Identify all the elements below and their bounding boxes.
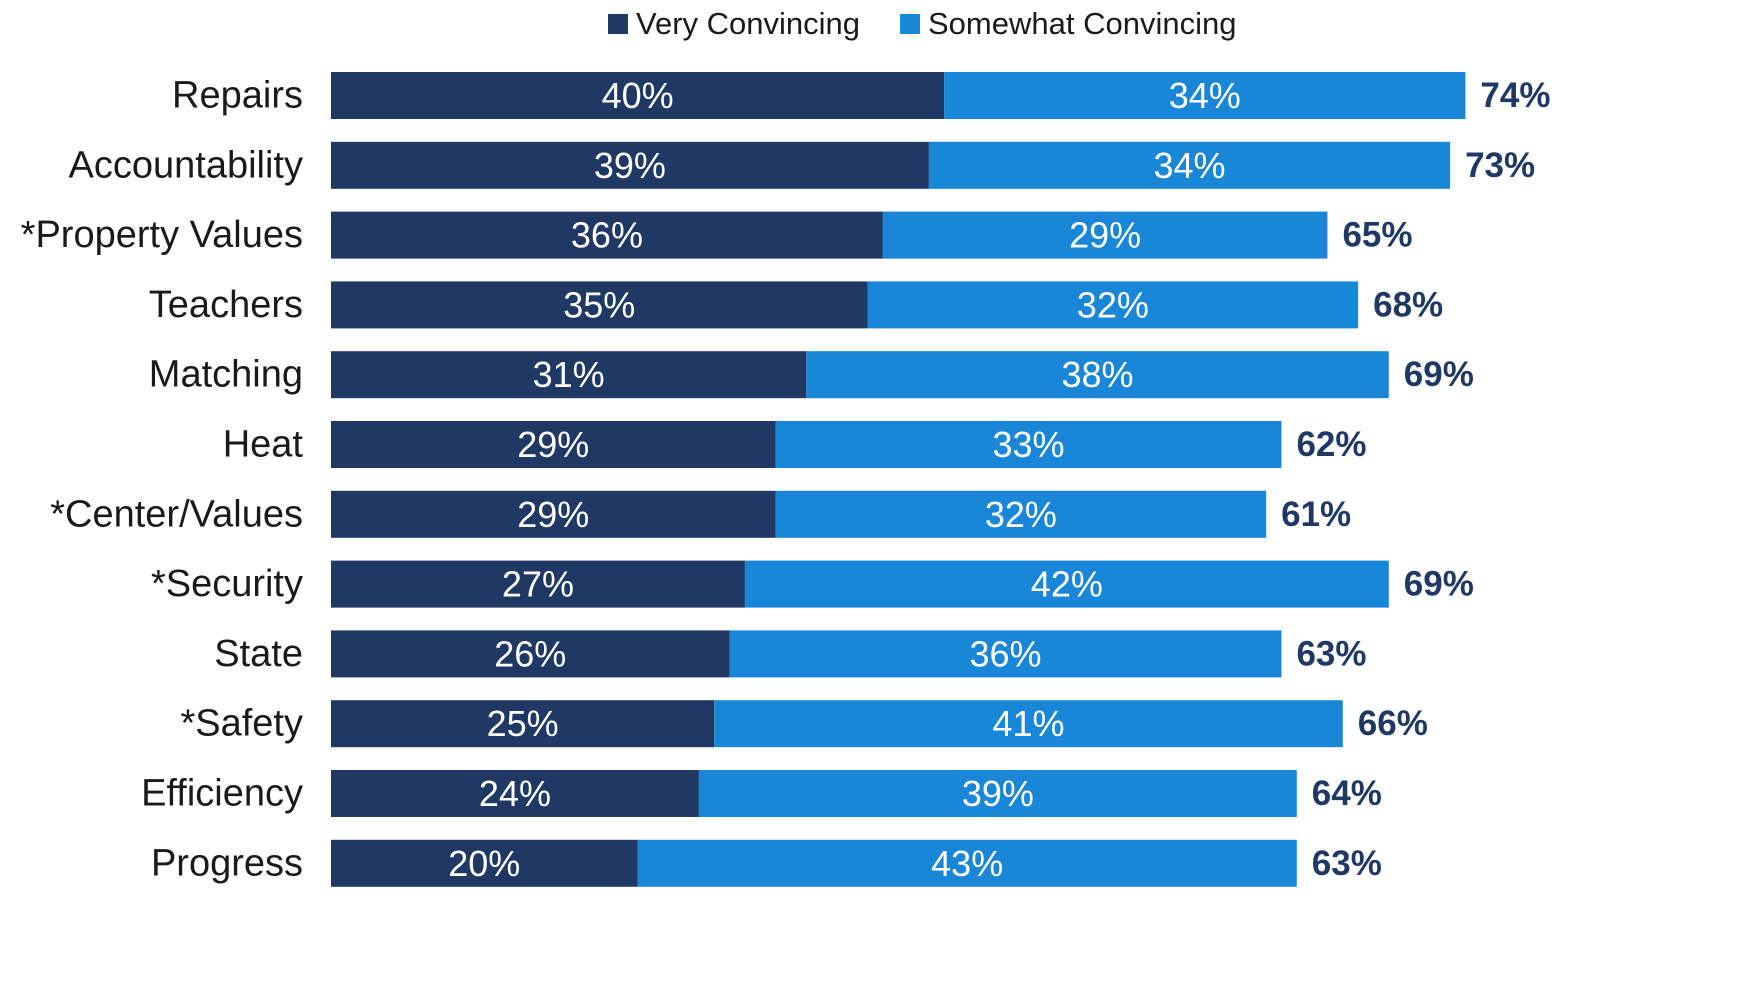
bar-somewhat-convincing (698, 770, 1297, 817)
data-label-somewhat-convincing: 39% (962, 773, 1034, 814)
category-label: Progress (151, 842, 303, 884)
data-label-somewhat-convincing: 42% (1031, 564, 1103, 605)
total-label: 69% (1404, 565, 1474, 604)
bar-very-convincing (331, 700, 715, 748)
data-label-very-convincing: 20% (448, 843, 520, 884)
data-label-somewhat-convincing: 32% (985, 494, 1057, 535)
bar-very-convincing (331, 770, 699, 817)
data-label-very-convincing: 31% (533, 354, 605, 395)
total-label: 74% (1480, 76, 1550, 115)
bar-somewhat-convincing (882, 211, 1328, 259)
legend-swatch-very (608, 14, 628, 34)
bar-somewhat-convincing (944, 72, 1466, 119)
bar-very-convincing (331, 839, 638, 887)
data-label-very-convincing: 27% (502, 564, 574, 605)
data-label-very-convincing: 40% (602, 75, 674, 116)
bar-somewhat-convincing (637, 839, 1297, 887)
bar-somewhat-convincing (744, 560, 1389, 608)
bar-very-convincing (331, 281, 868, 329)
bar-somewhat-convincing (867, 281, 1359, 329)
total-label: 63% (1312, 844, 1382, 883)
total-label: 66% (1358, 704, 1428, 743)
data-label-very-convincing: 29% (517, 494, 589, 535)
data-label-very-convincing: 26% (494, 633, 566, 674)
bar-very-convincing (331, 630, 730, 678)
data-label-somewhat-convincing: 38% (1061, 354, 1133, 395)
total-label: 73% (1465, 146, 1535, 185)
bar-very-convincing (331, 421, 776, 468)
bar-very-convincing (331, 141, 929, 189)
data-label-somewhat-convincing: 43% (931, 843, 1003, 884)
bar-somewhat-convincing (729, 630, 1282, 678)
bar-very-convincing (331, 72, 945, 119)
data-label-very-convincing: 24% (479, 773, 551, 814)
category-label: *Safety (180, 703, 303, 745)
data-label-very-convincing: 36% (571, 215, 643, 256)
bar-very-convincing (331, 490, 776, 538)
category-label: *Center/Values (50, 493, 303, 535)
data-label-somewhat-convincing: 41% (992, 703, 1064, 744)
total-label: 69% (1404, 355, 1474, 394)
bar-somewhat-convincing (928, 141, 1451, 189)
legend-item-very: Very Convincing (608, 6, 860, 42)
legend-item-somewhat: Somewhat Convincing (900, 6, 1236, 42)
data-label-somewhat-convincing: 33% (992, 424, 1064, 465)
bar-very-convincing (331, 351, 807, 399)
category-label: Accountability (69, 144, 303, 186)
data-label-very-convincing: 35% (563, 284, 635, 325)
category-label: Teachers (149, 284, 303, 326)
total-label: 68% (1373, 285, 1443, 324)
category-label: Repairs (172, 75, 303, 117)
category-label: *Property Values (21, 214, 303, 256)
bar-somewhat-convincing (775, 490, 1267, 538)
data-label-somewhat-convincing: 32% (1077, 284, 1149, 325)
legend-label-very: Very Convincing (636, 6, 861, 41)
total-label: 64% (1312, 774, 1382, 813)
total-label: 62% (1296, 425, 1366, 464)
category-label: Efficiency (141, 773, 303, 815)
data-label-somewhat-convincing: 34% (1169, 75, 1241, 116)
bar-somewhat-convincing (775, 421, 1282, 468)
bar-very-convincing (331, 211, 883, 259)
legend-label-somewhat: Somewhat Convincing (928, 6, 1237, 41)
bar-very-convincing (331, 560, 745, 608)
category-label: *Security (151, 563, 303, 605)
category-label: Heat (223, 424, 304, 466)
total-label: 63% (1296, 634, 1366, 673)
total-label: 65% (1342, 216, 1412, 255)
data-label-somewhat-convincing: 29% (1069, 215, 1141, 256)
data-label-very-convincing: 39% (594, 145, 666, 186)
data-label-somewhat-convincing: 34% (1153, 145, 1225, 186)
bar-somewhat-convincing (714, 700, 1343, 748)
category-label: Matching (149, 354, 303, 396)
legend: Very Convincing Somewhat Convincing (0, 0, 1757, 44)
bar-somewhat-convincing (806, 351, 1389, 399)
category-label: State (214, 633, 303, 675)
total-label: 61% (1281, 495, 1351, 534)
data-label-very-convincing: 29% (517, 424, 589, 465)
data-label-very-convincing: 25% (487, 703, 559, 744)
legend-swatch-somewhat (900, 14, 920, 34)
data-label-somewhat-convincing: 36% (969, 633, 1041, 674)
